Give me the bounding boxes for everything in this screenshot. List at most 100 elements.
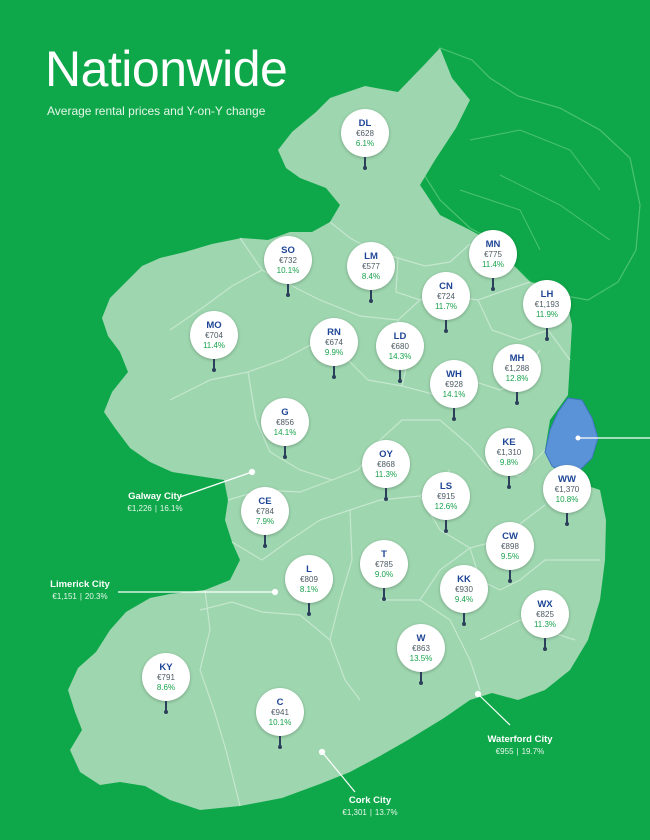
county-pin-mn: MN €775 11.4%	[469, 230, 517, 291]
city-name: Waterford City	[487, 734, 553, 745]
county-pin-ls: LS €915 12.6%	[422, 472, 470, 533]
county-price: €898	[501, 541, 519, 551]
city-change: 16.1%	[159, 504, 183, 513]
county-change: 10.8%	[555, 494, 579, 504]
county-code: WH	[446, 368, 462, 380]
county-code: RN	[327, 326, 341, 338]
republic-of-ireland-land	[68, 48, 606, 810]
county-change: 12.8%	[505, 373, 529, 383]
page-subtitle: Average rental prices and Y-on-Y change	[47, 104, 266, 118]
county-price: €825	[536, 609, 554, 619]
county-code: KE	[502, 436, 516, 448]
county-change: 9.5%	[500, 551, 520, 561]
county-pin-oy: OY €868 11.3%	[362, 440, 410, 501]
county-code: L	[306, 563, 312, 575]
county-code: W	[416, 632, 426, 644]
county-change: 9.8%	[499, 457, 519, 467]
county-pin-cw: CW €898 9.5%	[486, 522, 534, 583]
county-code: LH	[540, 288, 554, 300]
county-price: €1,288	[504, 363, 530, 373]
county-pin-ld: LD €680 14.3%	[376, 322, 424, 383]
county-pin-lm: LM €577 8.4%	[347, 242, 395, 303]
city-name: Galway City	[128, 491, 182, 502]
county-code: CW	[502, 530, 518, 542]
county-code: LM	[364, 250, 378, 262]
county-change: 14.3%	[388, 351, 412, 361]
county-price: €930	[455, 584, 473, 594]
northern-ireland-outline	[399, 47, 641, 301]
county-change: 6.1%	[355, 138, 375, 148]
galway-city-callout-line	[179, 471, 253, 498]
county-code: LS	[439, 480, 453, 492]
county-code: CN	[439, 280, 453, 292]
county-price: €732	[279, 255, 297, 265]
county-price: €628	[356, 128, 374, 138]
city-label-galway: Galway City €1,226 | 16.1%	[105, 490, 205, 515]
city-price: €1,301	[342, 808, 367, 817]
city-label-waterford: Waterford City €955 | 19.7%	[465, 733, 575, 758]
county-pin-wx: WX €825 11.3%	[521, 590, 569, 651]
county-price: €791	[157, 672, 175, 682]
city-label-cork: Cork City €1,301 | 13.7%	[320, 794, 420, 819]
county-code: C	[276, 696, 284, 708]
waterford-city-callout-line	[477, 693, 511, 726]
city-change: 19.7%	[521, 747, 545, 756]
cork-city-callout-line	[321, 751, 356, 793]
county-change: 8.4%	[361, 271, 381, 281]
county-price: €863	[412, 643, 430, 653]
county-change: 11.4%	[481, 259, 505, 269]
county-code: MO	[206, 319, 222, 331]
county-pin-kk: KK €930 9.4%	[440, 565, 488, 626]
county-change: 13.5%	[409, 653, 433, 663]
county-change: 11.9%	[535, 309, 559, 319]
county-change: 14.1%	[273, 427, 297, 437]
county-code: WX	[537, 598, 553, 610]
county-change: 11.7%	[434, 301, 458, 311]
city-price: €955	[495, 747, 514, 756]
county-change: 10.1%	[276, 265, 300, 275]
county-price: €809	[300, 574, 318, 584]
county-code: DL	[358, 117, 372, 129]
county-pin-ky: KY €791 8.6%	[142, 653, 190, 714]
county-pin-t: T €785 9.0%	[360, 540, 408, 601]
county-code: LD	[393, 330, 407, 342]
county-change: 11.3%	[374, 469, 398, 479]
county-change: 11.3%	[533, 619, 557, 629]
county-pin-l: L €809 8.1%	[285, 555, 333, 616]
county-price: €1,193	[534, 299, 560, 309]
county-change: 14.1%	[442, 389, 466, 399]
county-code: OY	[379, 448, 393, 460]
city-name: Limerick City	[50, 579, 110, 590]
county-change: 11.4%	[202, 340, 226, 350]
county-price: €868	[377, 459, 395, 469]
county-pin-g: G €856 14.1%	[261, 398, 309, 459]
county-pin-mh: MH €1,288 12.8%	[493, 344, 541, 405]
county-pin-ww: WW €1,370 10.8%	[543, 465, 591, 526]
county-price: €674	[325, 337, 343, 347]
county-change: 7.9%	[255, 516, 275, 526]
county-pin-rn: RN €674 9.9%	[310, 318, 358, 379]
county-price: €724	[437, 291, 455, 301]
county-change: 12.6%	[434, 501, 458, 511]
county-code: SO	[281, 244, 295, 256]
county-price: €856	[276, 417, 294, 427]
county-price: €680	[391, 341, 409, 351]
city-label-limerick: Limerick City €1,151 | 20.3%	[30, 578, 130, 603]
county-pin-mo: MO €704 11.4%	[190, 311, 238, 372]
city-price: €1,226	[127, 504, 152, 513]
county-price: €785	[375, 559, 393, 569]
county-change: 8.1%	[299, 584, 319, 594]
city-name: Cork City	[348, 795, 392, 806]
county-pin-dl: DL €628 6.1%	[341, 109, 389, 170]
county-code: MH	[509, 352, 525, 364]
county-code: G	[281, 406, 289, 418]
county-price: €784	[256, 506, 274, 516]
county-pin-c: C €941 10.1%	[256, 688, 304, 749]
county-price: €928	[445, 379, 463, 389]
county-code: T	[381, 548, 387, 560]
city-change: 20.3%	[84, 592, 108, 601]
city-change: 13.7%	[374, 808, 398, 817]
county-price: €941	[271, 707, 289, 717]
